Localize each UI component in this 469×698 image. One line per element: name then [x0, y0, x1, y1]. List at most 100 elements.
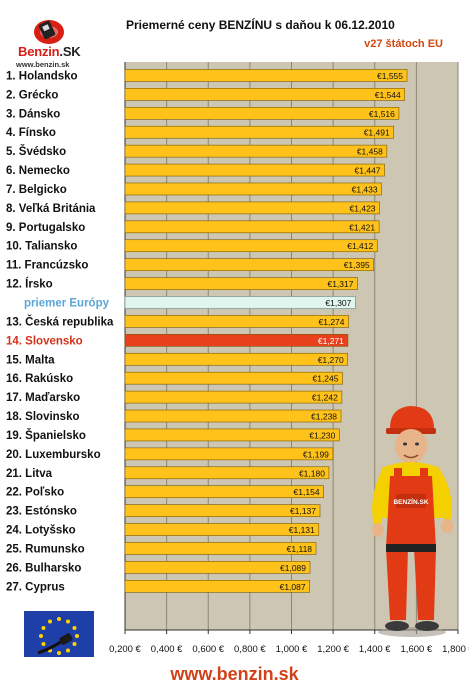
bar-value-label: €1,458 — [357, 147, 383, 157]
x-tick-label: 0,800 € — [234, 644, 266, 655]
logo-brand: Benzin.SK — [18, 44, 81, 59]
bar — [124, 88, 406, 101]
bar — [124, 561, 311, 574]
bar-value-label: €1,544 — [375, 90, 401, 100]
bar — [124, 542, 317, 555]
category-label: 20. Luxembursko — [6, 449, 101, 461]
category-label: 7. Belgicko — [6, 184, 67, 196]
bar — [124, 107, 400, 120]
bar — [124, 163, 385, 177]
bar — [124, 201, 380, 215]
gas-station-worker-illustration: BENZÍN.SK — [372, 406, 453, 637]
bar-value-label: €1,230 — [309, 430, 335, 440]
bar — [124, 315, 349, 328]
fuel-pump-icon — [34, 20, 64, 44]
bar — [124, 579, 310, 593]
bar-value-label: €1,199 — [303, 449, 329, 459]
bar-value-label: €1,137 — [290, 506, 316, 516]
x-tick-label: 0,400 € — [151, 644, 183, 655]
category-label: 21. Litva — [6, 468, 53, 480]
category-label: 6. Nemecko — [6, 165, 70, 177]
bar-value-label: €1,242 — [312, 393, 338, 403]
bar-value-label: €1,087 — [280, 582, 306, 592]
bar — [124, 447, 334, 461]
category-label: 2. Grécko — [6, 89, 58, 101]
x-tick-label: 0,200 € — [109, 644, 141, 655]
bar-value-label: €1,270 — [318, 355, 344, 365]
category-label: 1. Holandsko — [6, 70, 78, 82]
bar — [124, 523, 320, 536]
category-label: 3. Dánsko — [6, 108, 60, 120]
x-tick-label: 0,600 € — [192, 644, 224, 655]
category-label: 16. Rakúsko — [6, 373, 73, 385]
bar — [124, 504, 321, 517]
footer-url: www.benzin.sk — [170, 664, 299, 684]
bar-value-label: €1,433 — [352, 184, 378, 194]
worker-badge: BENZÍN.SK — [393, 497, 428, 506]
x-tick-label: 1,800 € — [442, 644, 469, 655]
bar — [124, 334, 349, 347]
x-tick-label: 1,600 € — [401, 644, 433, 655]
chart-title: Priemerné ceny BENZÍNU s daňou k 06.12.2… — [126, 18, 395, 32]
bar-value-label: €1,131 — [289, 525, 315, 535]
logo-url: www.benzin.sk — [16, 60, 70, 69]
category-label: 10. Taliansko — [6, 241, 77, 253]
bar-value-label: €1,516 — [369, 109, 395, 119]
category-label: 26. Bulharsko — [6, 562, 81, 574]
bar-value-label: €1,423 — [350, 203, 376, 213]
bar — [124, 182, 382, 196]
category-label: 8. Veľká Británia — [6, 203, 96, 215]
x-tick-label: 1,400 € — [359, 644, 391, 655]
bar-value-label: €1,089 — [280, 563, 306, 573]
category-label: 27. Cyprus — [6, 581, 65, 593]
bar-value-label: €1,118 — [287, 544, 313, 554]
category-label: 23. Estónsko — [6, 506, 77, 518]
bar — [124, 144, 388, 158]
bar-value-label: €1,421 — [349, 222, 375, 232]
category-label: 11. Francúzsko — [6, 260, 88, 272]
bar-value-label: €1,555 — [377, 71, 403, 81]
category-label: 15. Malta — [6, 354, 55, 366]
bar-value-label: €1,395 — [344, 260, 370, 270]
bar — [124, 390, 343, 404]
bar — [124, 277, 358, 290]
bar-value-label: €1,307 — [325, 298, 351, 308]
bar — [124, 258, 375, 271]
bar — [124, 371, 343, 385]
category-label: 14. Slovensko — [6, 335, 83, 347]
bar — [124, 239, 378, 253]
category-label: 17. Maďarsko — [6, 392, 80, 404]
bar-value-label: €1,271 — [318, 336, 344, 346]
eu-flag-icon — [24, 611, 94, 657]
bar — [124, 428, 340, 442]
bar-value-label: €1,491 — [364, 128, 390, 138]
bar-value-label: €1,412 — [347, 241, 373, 251]
category-label: 22. Poľsko — [6, 487, 64, 499]
bar-value-label: €1,317 — [327, 279, 353, 289]
category-label: 18. Slovinsko — [6, 411, 80, 423]
bar — [124, 466, 330, 480]
category-label: 5. Švédsko — [6, 145, 66, 158]
benzin-logo: Benzin.SK www.benzin.sk — [8, 8, 88, 69]
bar — [124, 485, 324, 499]
category-label: 19. Španielsko — [6, 429, 86, 442]
x-tick-label: 1,000 € — [276, 644, 308, 655]
bar — [124, 69, 408, 82]
bar-value-label: €1,274 — [319, 317, 345, 327]
bar — [124, 220, 380, 234]
chart-subtitle: v27 štátoch EU — [364, 38, 443, 50]
bar — [124, 352, 348, 366]
category-label: 25. Rumunsko — [6, 543, 85, 555]
bar — [124, 409, 342, 423]
bar-value-label: €1,245 — [312, 374, 338, 384]
category-label: 4. Fínsko — [6, 127, 56, 139]
category-label: priemer Európy — [24, 298, 110, 310]
bar-value-label: €1,238 — [311, 412, 337, 422]
category-label: 12. Írsko — [6, 278, 53, 291]
bar-value-label: €1,447 — [355, 166, 381, 176]
bar — [124, 125, 394, 139]
bar-value-label: €1,180 — [299, 468, 325, 478]
bar-value-label: €1,154 — [294, 487, 320, 497]
x-tick-label: 1,200 € — [317, 644, 349, 655]
